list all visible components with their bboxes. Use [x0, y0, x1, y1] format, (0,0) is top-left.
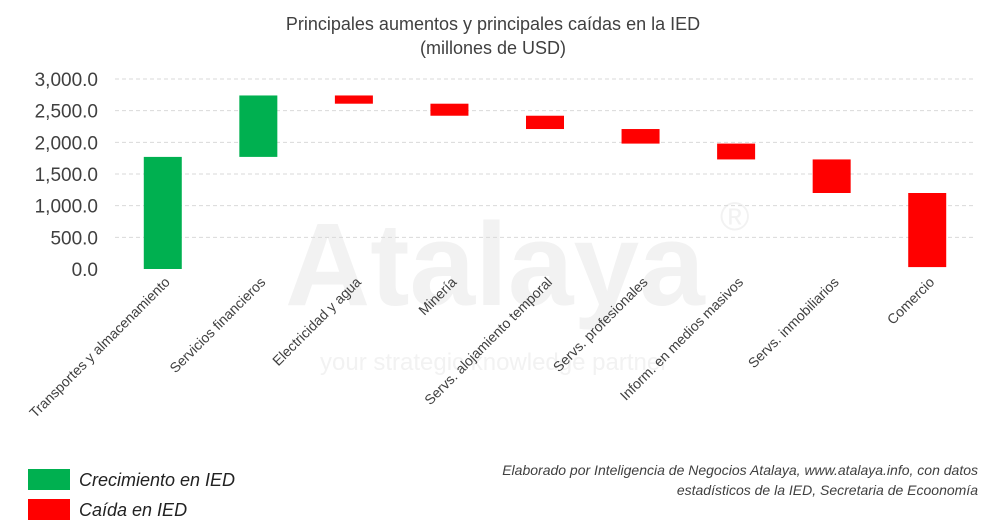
bar-crecimiento [143, 156, 182, 269]
x-tick-label: Servs. inmobiliarios [745, 274, 842, 371]
bars [143, 95, 947, 269]
y-tick-label: 0.0 [72, 260, 98, 281]
y-tick-label: 1,000.0 [35, 197, 98, 218]
bar-caida [717, 143, 756, 160]
y-tick-label: 2,500.0 [35, 102, 98, 123]
legend-label-crecimiento: Crecimiento en IED [79, 470, 235, 490]
watermark: Atalaya your strategic knowledge partner… [285, 195, 749, 376]
watermark-brand: Atalaya [285, 199, 706, 331]
watermark-registered: ® [720, 195, 749, 239]
watermark-tagline: your strategic knowledge partner [320, 349, 668, 376]
bar-caida [430, 103, 469, 116]
bar-caida [526, 115, 564, 130]
bar-caida [621, 129, 660, 144]
bar-crecimiento [239, 95, 278, 157]
bar-caida [812, 159, 851, 193]
source-note-line1: Elaborado por Inteligencia de Negocios A… [502, 462, 978, 478]
y-tick-label: 1,500.0 [35, 165, 98, 186]
y-tick-label: 500.0 [50, 228, 98, 249]
legend: Crecimiento en IED Caída en IED [28, 469, 235, 520]
y-tick-label: 2,000.0 [35, 133, 98, 154]
legend-label-caida: Caída en IED [79, 500, 187, 520]
legend-swatch-crecimiento [28, 469, 70, 490]
bar-caida [908, 193, 947, 268]
chart-subtitle: (millones de USD) [420, 38, 566, 58]
legend-swatch-caida [28, 499, 70, 520]
x-tick-label: Servicios financieros [166, 274, 268, 376]
y-tick-label: 3,000.0 [35, 70, 98, 91]
source-note-line2: estadísticos de la IED, Secretaria de Ec… [677, 482, 978, 498]
y-axis-ticks: 0.0 500.0 1,000.0 1,500.0 2,000.0 2,500.0 3,00… [35, 70, 98, 281]
chart-title: Principales aumentos y principales caída… [286, 14, 700, 34]
x-tick-label: Transportes y almacenamiento [26, 274, 173, 421]
bar-caida [334, 95, 373, 104]
x-tick-label: Comercio [884, 274, 938, 328]
